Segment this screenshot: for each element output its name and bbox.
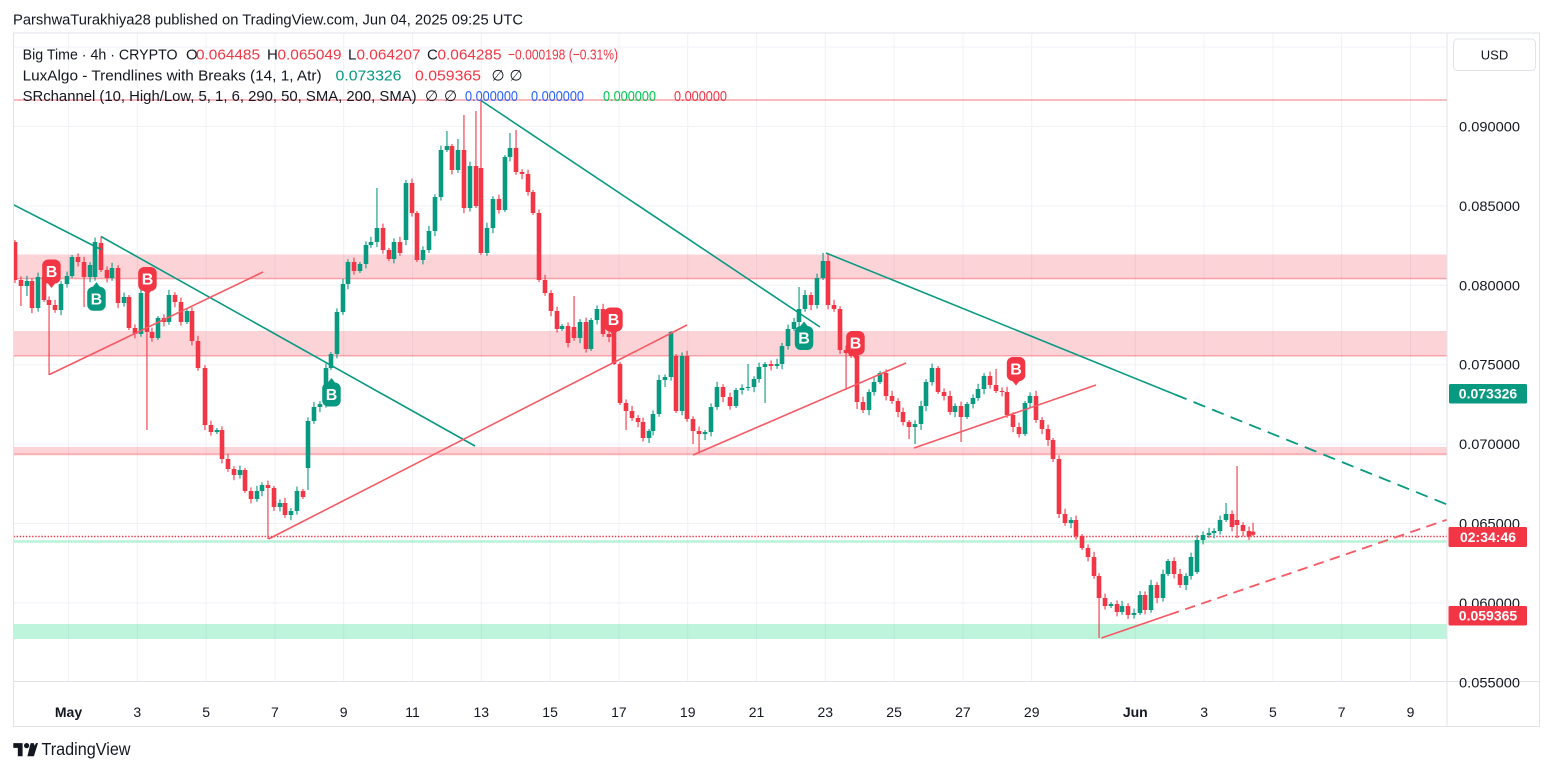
svg-text:7: 7 — [1338, 704, 1346, 720]
svg-text:L: L — [348, 47, 356, 64]
svg-text:0.065049: 0.065049 — [278, 47, 342, 64]
svg-text:SRchannel (10, High/Low, 5, 1,: SRchannel (10, High/Low, 5, 1, 6, 290, 5… — [23, 88, 417, 105]
svg-text:B: B — [798, 331, 810, 348]
svg-text:0.000000: 0.000000 — [531, 88, 584, 105]
svg-text:May: May — [55, 704, 82, 720]
svg-text:0.055000: 0.055000 — [1459, 674, 1520, 690]
svg-text:5: 5 — [1269, 704, 1277, 720]
svg-text:3: 3 — [1200, 704, 1208, 720]
svg-text:0.064285: 0.064285 — [438, 47, 502, 64]
svg-text:0.059365: 0.059365 — [415, 68, 481, 85]
svg-text:11: 11 — [405, 704, 420, 720]
svg-text:13: 13 — [474, 704, 490, 720]
svg-text:B: B — [1010, 362, 1022, 379]
svg-text:0.090000: 0.090000 — [1459, 119, 1520, 135]
svg-text:∅: ∅ — [492, 68, 505, 85]
svg-text:B: B — [608, 312, 620, 329]
svg-text:B: B — [142, 272, 154, 289]
svg-text:0.070000: 0.070000 — [1459, 436, 1520, 452]
svg-text:0.064485: 0.064485 — [196, 47, 260, 64]
svg-text:19: 19 — [680, 704, 696, 720]
svg-text:0.059365: 0.059365 — [1459, 608, 1518, 624]
svg-text:ParshwaTurakhiya28 published o: ParshwaTurakhiya28 published on TradingV… — [13, 12, 523, 29]
svg-text:∅: ∅ — [510, 68, 523, 85]
svg-text:15: 15 — [542, 704, 558, 720]
svg-text:∅: ∅ — [444, 88, 457, 105]
svg-text:B: B — [326, 387, 338, 404]
svg-text:B: B — [850, 336, 862, 353]
svg-text:C: C — [427, 47, 438, 64]
svg-text:Big Time · 4h · CRYPTO: Big Time · 4h · CRYPTO — [23, 47, 178, 64]
svg-text:0.000000: 0.000000 — [603, 88, 656, 105]
svg-text:0.080000: 0.080000 — [1459, 277, 1520, 293]
svg-text:USD: USD — [1481, 48, 1508, 63]
svg-text:9: 9 — [1407, 704, 1415, 720]
svg-text:5: 5 — [202, 704, 210, 720]
svg-text:17: 17 — [611, 704, 627, 720]
svg-text:0.000000: 0.000000 — [674, 88, 727, 105]
svg-text:27: 27 — [955, 704, 971, 720]
svg-text:TradingView: TradingView — [42, 739, 131, 759]
svg-text:H: H — [267, 47, 278, 64]
svg-text:−0.000198 (−0.31%): −0.000198 (−0.31%) — [508, 47, 618, 64]
svg-text:29: 29 — [1024, 704, 1040, 720]
svg-text:0.085000: 0.085000 — [1459, 198, 1520, 214]
svg-text:0.000000: 0.000000 — [465, 88, 518, 105]
svg-text:B: B — [46, 264, 58, 281]
svg-text:9: 9 — [340, 704, 348, 720]
svg-text:0.064207: 0.064207 — [357, 47, 421, 64]
svg-text:0.075000: 0.075000 — [1459, 357, 1520, 373]
svg-text:7: 7 — [271, 704, 279, 720]
svg-text:02:34:46: 02:34:46 — [1460, 529, 1516, 545]
svg-text:O: O — [186, 47, 198, 64]
svg-text:Jun: Jun — [1123, 704, 1148, 720]
svg-text:21: 21 — [749, 704, 765, 720]
svg-text:∅: ∅ — [425, 88, 438, 105]
svg-text:B: B — [91, 291, 103, 308]
svg-text:3: 3 — [133, 704, 141, 720]
svg-text:23: 23 — [818, 704, 834, 720]
svg-text:0.073326: 0.073326 — [1459, 385, 1518, 401]
svg-text:0.073326: 0.073326 — [336, 68, 402, 85]
svg-text:LuxAlgo - Trendlines with Brea: LuxAlgo - Trendlines with Breaks (14, 1,… — [23, 68, 322, 85]
svg-text:25: 25 — [886, 704, 902, 720]
